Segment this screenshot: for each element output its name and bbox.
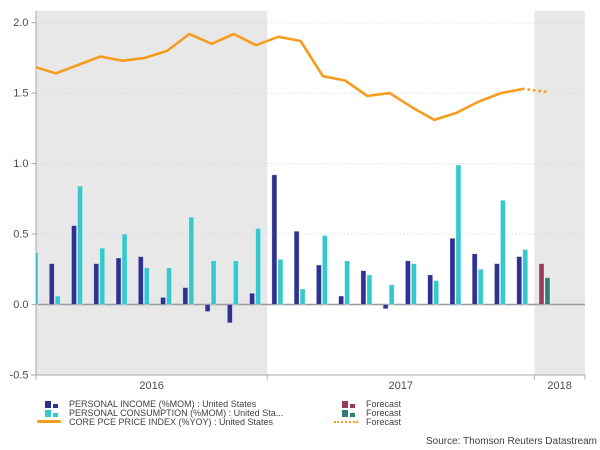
dotted-line-swatch-icon xyxy=(334,420,360,423)
forecast-consumption-swatch-icon xyxy=(334,409,360,417)
bar-income xyxy=(204,304,211,312)
bar-income xyxy=(338,295,344,305)
forecast-legend: Forecast Forecast Forecast xyxy=(334,399,402,427)
legend-item-forecast-income: Forecast xyxy=(334,399,402,410)
bar-income xyxy=(271,174,278,305)
bar-income xyxy=(137,256,144,305)
core-pce-line xyxy=(36,32,525,122)
bar-consumption xyxy=(77,185,83,305)
bar-income xyxy=(160,297,166,305)
bar-consumption xyxy=(188,216,195,305)
swatch-bar-tall xyxy=(342,409,348,417)
bar-consumption xyxy=(455,164,462,305)
source-credit: Source: Thomson Reuters Datastream xyxy=(425,436,597,447)
bar-income xyxy=(360,270,367,305)
bar-consumption xyxy=(210,260,217,305)
bar-consumption xyxy=(388,284,395,305)
year-band-2018 xyxy=(534,11,585,375)
bar-consumption xyxy=(477,268,484,305)
bar-income xyxy=(516,256,523,305)
legend-item-forecast-consumption: Forecast xyxy=(334,408,402,419)
forecast-bar-income xyxy=(538,263,545,305)
bar-consumption xyxy=(255,228,261,305)
bar-income xyxy=(293,230,300,305)
bar-consumption xyxy=(500,199,506,305)
income-bars-swatch-icon xyxy=(37,400,63,408)
bars-group xyxy=(36,164,551,324)
bar-consumption xyxy=(277,259,284,305)
bar-income xyxy=(449,237,456,305)
solid-line-swatch xyxy=(37,420,61,424)
bar-consumption xyxy=(121,233,128,305)
line-group xyxy=(36,32,547,122)
bar-income xyxy=(226,304,233,324)
swatch-bar-short xyxy=(53,403,58,408)
swatch-bar-short xyxy=(350,412,355,417)
bar-income xyxy=(48,263,55,305)
bar-consumption xyxy=(344,260,350,305)
swatch-bar-tall xyxy=(45,400,51,408)
swatch-bar-tall xyxy=(45,409,51,417)
legend-label-core-pce: CORE PCE PRICE INDEX (%YOY) : United Sta… xyxy=(69,416,274,427)
consumption-bars-swatch-icon xyxy=(37,409,63,417)
bar-consumption xyxy=(143,267,150,305)
swatch-bar-short xyxy=(53,412,58,417)
bar-consumption xyxy=(232,260,239,305)
bar-income xyxy=(382,304,389,310)
bar-consumption xyxy=(36,252,39,305)
swatch-bar-short xyxy=(350,403,355,408)
bar-consumption xyxy=(522,249,529,305)
y-axis-label: -0.5 xyxy=(10,369,29,381)
legend-label-forecast: Forecast xyxy=(366,416,402,427)
bar-income xyxy=(182,287,189,305)
bar-consumption xyxy=(433,280,440,305)
bar-income xyxy=(494,263,500,305)
bar-consumption xyxy=(54,295,61,305)
bar-income xyxy=(115,257,122,305)
y-axis-label: 1.5 xyxy=(13,88,28,100)
y-axis-label: 0.0 xyxy=(13,299,28,311)
bar-income xyxy=(71,225,77,305)
bar-consumption xyxy=(366,274,373,305)
forecast-bar-consumption xyxy=(544,277,551,305)
line-swatch-icon xyxy=(37,420,63,424)
bar-income xyxy=(316,264,322,305)
legend-label-personal-consumption: PERSONAL CONSUMPTION (%MOM) : United Sta… xyxy=(69,408,284,419)
legend-item-personal-consumption: PERSONAL CONSUMPTION (%MOM) : United Sta… xyxy=(37,408,284,419)
forecast-income-swatch-icon xyxy=(334,400,360,408)
y-axis-label: 1.0 xyxy=(13,158,28,170)
core-pce-forecast-dotted xyxy=(521,87,547,94)
legend-label-personal-income: PERSONAL INCOME (%MOM) : United States xyxy=(69,399,257,410)
y-axis-label: 0.5 xyxy=(13,229,28,241)
bar-income xyxy=(93,263,100,305)
y-axis-label: 2.0 xyxy=(13,17,28,29)
bar-income xyxy=(405,260,411,305)
bar-consumption xyxy=(99,247,106,305)
year-label: 2018 xyxy=(547,380,571,392)
year-label: 2016 xyxy=(139,380,163,392)
legend-item-personal-income: PERSONAL INCOME (%MOM) : United States xyxy=(37,399,283,410)
chart-legend: PERSONAL INCOME (%MOM) : United States P… xyxy=(37,399,284,427)
bar-income xyxy=(249,292,255,305)
legend-item-forecast-line: Forecast xyxy=(334,416,402,427)
bar-consumption xyxy=(322,235,328,305)
bar-consumption xyxy=(411,263,417,305)
legend-label-forecast: Forecast xyxy=(366,408,402,419)
legend-item-core-pce: CORE PCE PRICE INDEX (%YOY) : United Sta… xyxy=(37,416,283,427)
bar-income xyxy=(427,274,434,305)
bar-income xyxy=(471,253,478,305)
swatch-bar-tall xyxy=(342,400,348,408)
year-label: 2017 xyxy=(389,380,413,392)
dotted-line-swatch xyxy=(334,420,358,423)
chart-canvas: 2.0 1.5 1.0 0.5 0.0 -0.5 2016 2017 2018 xyxy=(10,11,586,392)
legend-label-forecast: Forecast xyxy=(366,399,402,410)
bar-consumption xyxy=(166,267,172,305)
bar-consumption xyxy=(299,288,306,305)
